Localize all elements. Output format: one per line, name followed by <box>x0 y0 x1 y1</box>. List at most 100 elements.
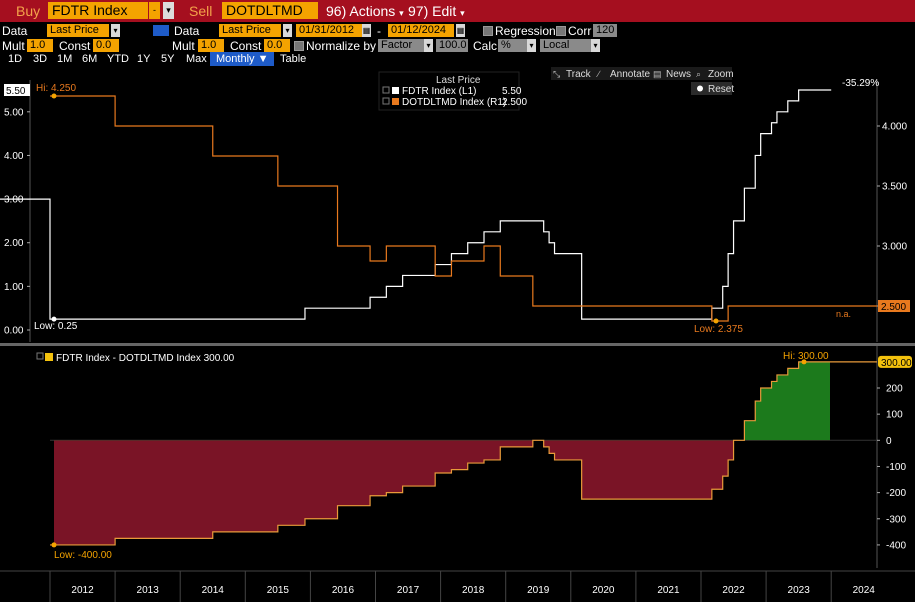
news-tool[interactable]: ▤ News <box>653 69 691 80</box>
calc-select[interactable]: % <box>498 39 528 52</box>
spread-line <box>50 361 877 546</box>
low2-marker <box>713 318 719 324</box>
date-dash: - <box>377 24 381 38</box>
svg-text:⤡: ⤡ <box>553 69 560 79</box>
end-date-field[interactable]: 01/12/2024 <box>388 24 454 37</box>
pct-change-label: -35.29% <box>842 78 879 89</box>
minus-dropdown[interactable]: - <box>149 2 160 19</box>
low2-label: Low: 2.375 <box>694 324 743 335</box>
period-6m[interactable]: 6M <box>82 53 98 65</box>
period-bar: 1D 3D 1M 6M YTD 1Y 5Y Max Monthly ▼ Tabl… <box>0 52 915 66</box>
low-label: Low: 0.25 <box>34 321 78 332</box>
chevron-down-icon[interactable]: ▾ <box>424 39 433 52</box>
table-button[interactable]: Table <box>280 53 307 65</box>
legend-name-dot: DOTDLTMD Index (R1) <box>402 97 506 108</box>
regression-checkbox[interactable] <box>483 26 493 36</box>
legend-expand-icon[interactable] <box>36 352 44 360</box>
price-chart[interactable]: 0.00 1.00 2.00 3.00 4.00 5.00 2.500 3.000 3.500… <box>0 66 915 343</box>
right-tick-label: -100 <box>886 462 906 473</box>
normalize-checkbox[interactable] <box>294 41 304 51</box>
edit-menu-button[interactable]: 97) Edit ▾ <box>408 3 465 19</box>
hi-label: Hi: 4.250 <box>36 83 76 94</box>
period-1d[interactable]: 1D <box>8 53 23 65</box>
period-3d[interactable]: 3D <box>33 53 48 65</box>
const-label: Const <box>59 39 91 53</box>
low-marker <box>51 542 57 548</box>
period-max[interactable]: Max <box>186 53 207 65</box>
chart-tools: ⤡ Track ∕ Annotate ▤ News ⌕ Zoom Reset <box>551 67 734 95</box>
year-label: 2016 <box>332 585 355 596</box>
start-date-field[interactable]: 01/31/2012 <box>296 24 362 37</box>
corr-window-field[interactable]: 120 <box>593 24 617 37</box>
svg-text:Zoom: Zoom <box>708 69 734 80</box>
currency-select[interactable]: Local CCY <box>540 39 592 64</box>
year-label: 2012 <box>71 585 94 596</box>
dot-series-line <box>50 95 877 322</box>
right-tick-label: -300 <box>886 514 906 525</box>
zoom-tool[interactable]: ⌕ Zoom <box>696 69 734 80</box>
chevron-down-icon[interactable]: ▾ <box>591 39 600 52</box>
mult-label: Mult <box>2 39 25 53</box>
year-label: 2021 <box>657 585 680 596</box>
spread-chart[interactable]: -400 -300 -200 -100 0 100 200 Low: -400.00 Hi: … <box>0 346 915 602</box>
const-field[interactable]: 0.0 <box>93 39 119 52</box>
reset-icon[interactable] <box>697 85 703 92</box>
year-label: 2022 <box>722 585 745 596</box>
actions-menu-button[interactable]: 96) Actions ▾ <box>326 3 404 19</box>
fdtr-series-line <box>0 89 832 320</box>
left-tick-label: 2.00 <box>4 238 24 249</box>
period-1y[interactable]: 1Y <box>137 53 151 65</box>
chevron-down-icon[interactable]: ▾ <box>283 24 292 37</box>
legend-name-spread: FDTR Index - DOTDLTMD Index 300.00 <box>56 353 235 364</box>
pane-divider[interactable] <box>0 343 915 346</box>
legend-expand-icon[interactable] <box>382 97 390 105</box>
track-tool[interactable]: ⤡ Track <box>553 69 592 80</box>
hi-marker <box>51 93 57 99</box>
chevron-down-icon[interactable]: ▾ <box>111 24 120 37</box>
reset-button[interactable] <box>691 82 732 95</box>
reset-label: Reset <box>708 84 734 95</box>
normalize-value-field[interactable]: 100.0 <box>436 39 468 52</box>
buy-ticker-field[interactable]: FDTR Index <box>48 2 148 19</box>
period-monthly-select[interactable]: Monthly ▼ <box>210 52 275 66</box>
low-marker <box>51 316 57 322</box>
mult2-field[interactable]: 1.0 <box>198 39 224 52</box>
period-1m[interactable]: 1M <box>57 53 73 65</box>
period-5y[interactable]: 5Y <box>161 53 175 65</box>
legend-swatch-fdtr <box>392 87 399 94</box>
period-ytd[interactable]: YTD <box>107 53 129 65</box>
chevron-down-icon[interactable]: ▾ <box>163 2 174 19</box>
command-bar: Buy FDTR Index - ▾ Sell DOTDLTMD Ind 96)… <box>0 0 915 35</box>
data-select[interactable]: Last Price <box>47 24 109 37</box>
svg-text:Annotate: Annotate <box>610 69 650 80</box>
annotate-tool[interactable]: ∕ Annotate <box>596 69 650 80</box>
positive-spread-area <box>744 361 832 441</box>
right-tick-label: -200 <box>886 488 906 499</box>
mult2-label: Mult <box>172 39 195 53</box>
corr-label: Corr <box>568 24 592 38</box>
svg-text:▤: ▤ <box>653 69 662 79</box>
calendar-icon[interactable]: ▦ <box>456 24 465 37</box>
mult-field[interactable]: 1.0 <box>27 39 53 52</box>
normalize-select[interactable]: Factor <box>378 39 424 52</box>
legend-expand-icon[interactable] <box>382 86 390 94</box>
corr-checkbox[interactable] <box>556 26 566 36</box>
transform-row: Mult 1.0 Const 0.0 Mult 1.0 Const 0.0 No… <box>0 38 915 64</box>
spread-chart-plot: -400 -300 -200 -100 0 100 200 Low: -400.00 Hi: … <box>0 346 915 602</box>
chevron-down-icon[interactable]: ▾ <box>527 39 536 52</box>
year-label: 2019 <box>527 585 550 596</box>
left-last-value: 5.50 <box>6 86 26 97</box>
svg-text:Track: Track <box>566 69 592 80</box>
legend-name-fdtr: FDTR Index (L1) <box>402 86 476 97</box>
sell-ticker-field[interactable]: DOTDLTMD Ind <box>222 2 318 35</box>
data2-label: Data <box>174 24 200 38</box>
const2-field[interactable]: 0.0 <box>264 39 290 52</box>
legend-header: Last Price <box>436 75 481 86</box>
chart-settings-icon[interactable] <box>153 25 169 36</box>
calendar-icon[interactable]: ▦ <box>362 24 371 37</box>
right-tick-label: 100 <box>886 410 903 421</box>
year-label: 2020 <box>592 585 615 596</box>
data2-select[interactable]: Last Price <box>219 24 281 37</box>
legend-value-fdtr: 5.50 <box>502 86 522 97</box>
right-last-value: 2.500 <box>881 302 906 313</box>
